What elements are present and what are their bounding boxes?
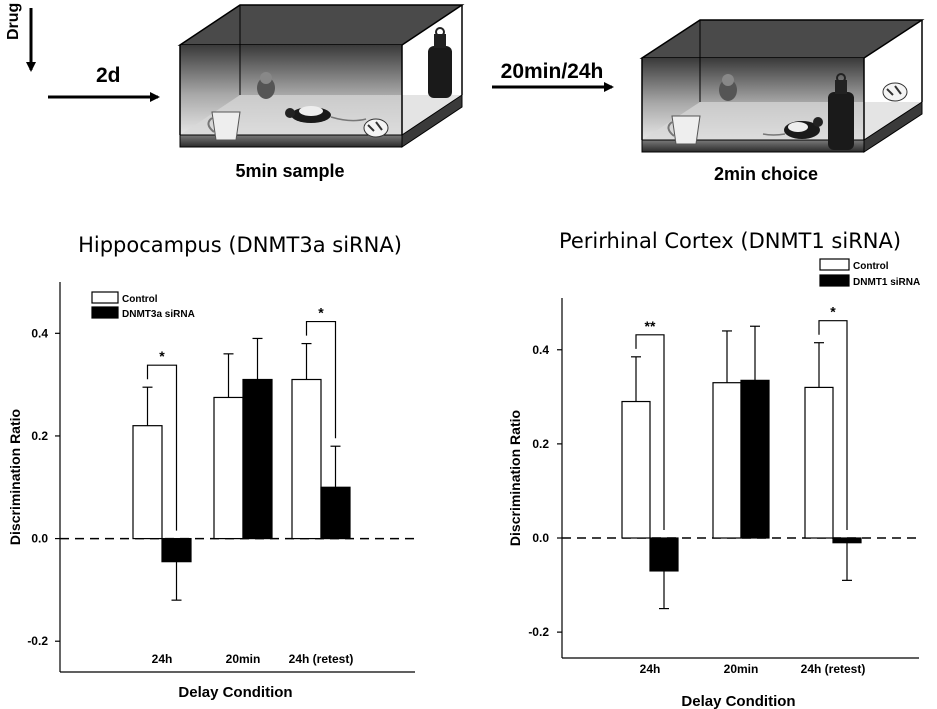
legend-swatch: [819, 274, 850, 287]
control-bar: [213, 396, 244, 540]
y-tick-label: 0.2: [31, 429, 48, 443]
control-bar: [291, 378, 322, 540]
legend-label: Control: [122, 294, 158, 305]
control-bar: [804, 386, 834, 539]
y-tick-label: 0.4: [31, 326, 48, 340]
y-tick-label: 0.4: [532, 343, 549, 357]
y-tick-label: 0.0: [532, 531, 549, 545]
y-tick-label: -0.2: [528, 625, 549, 639]
ball-object: [882, 82, 908, 102]
significance-marker: *: [830, 304, 836, 320]
x-tick-label: 20min: [226, 652, 261, 666]
y-axis-title: Discrimination Ratio: [7, 409, 23, 545]
chart-title: Perirhinal Cortex (DNMT1 siRNA): [559, 229, 901, 253]
perirhinal-chart: Perirhinal Cortex (DNMT1 siRNA) -0.2 0.0 0.…: [507, 229, 920, 709]
drug-label: Drug: [5, 3, 22, 40]
y-tick-label: -0.2: [27, 634, 48, 648]
rat-icon: [762, 117, 823, 139]
significance-marker: *: [318, 305, 324, 321]
x-tick-label: 24h (retest): [289, 652, 354, 666]
legend-swatch: [819, 258, 850, 271]
x-tick-label: 24h (retest): [801, 662, 866, 676]
x-tick-label: 24h: [152, 652, 173, 666]
sirna-bar: [320, 486, 351, 540]
ball-object: [363, 118, 389, 138]
rat-icon: [285, 106, 367, 123]
sample-caption: 5min sample: [235, 161, 344, 181]
hippocampus-chart: Hippocampus (DNMT3a siRNA) -0.2 0.0 0.2 0.4 D…: [7, 233, 415, 701]
bottle-object: [428, 27, 452, 98]
significance-marker: *: [159, 348, 165, 364]
step1-label: 2d: [96, 64, 121, 87]
legend-swatch: [91, 306, 119, 319]
sirna-bar: [740, 379, 770, 539]
sirna-bar: [649, 537, 679, 572]
x-axis-title: Delay Condition: [178, 684, 292, 701]
legend-swatch: [91, 291, 119, 304]
chart-title: Hippocampus (DNMT3a siRNA): [78, 233, 402, 257]
step2-label: 20min/24h: [501, 60, 604, 83]
mug-object: [207, 111, 241, 141]
significance-bracket: [146, 364, 178, 531]
y-axis-title: Discrimination Ratio: [507, 410, 523, 546]
choice-caption: 2min choice: [714, 164, 818, 184]
significance-bracket: [305, 320, 337, 439]
control-bar: [712, 382, 742, 539]
sirna-bar: [161, 537, 192, 563]
choice-arena-box: [639, 19, 925, 153]
x-axis-title: Delay Condition: [681, 693, 795, 709]
legend-label: DNMT3a siRNA: [122, 309, 195, 320]
legend-label: Control: [853, 261, 889, 272]
control-bar: [132, 425, 163, 540]
toy-dog-object: [257, 72, 275, 99]
toy-dog-object: [719, 74, 737, 101]
sirna-bar: [242, 378, 273, 540]
significance-bracket: [818, 320, 848, 530]
x-tick-label: 24h: [640, 662, 661, 676]
significance-marker: **: [645, 318, 656, 334]
x-tick-label: 20min: [724, 662, 759, 676]
mug-object: [667, 115, 701, 145]
bottle-object: [828, 73, 854, 150]
sirna-bar: [832, 537, 862, 544]
legend-label: DNMT1 siRNA: [853, 277, 920, 288]
control-bar: [621, 400, 651, 539]
y-tick-label: 0.0: [31, 532, 48, 546]
significance-bracket: [635, 334, 665, 530]
protocol-schematic: Drug 2d: [5, 3, 925, 184]
sample-arena-box: [177, 4, 465, 148]
y-tick-label: 0.2: [532, 437, 549, 451]
